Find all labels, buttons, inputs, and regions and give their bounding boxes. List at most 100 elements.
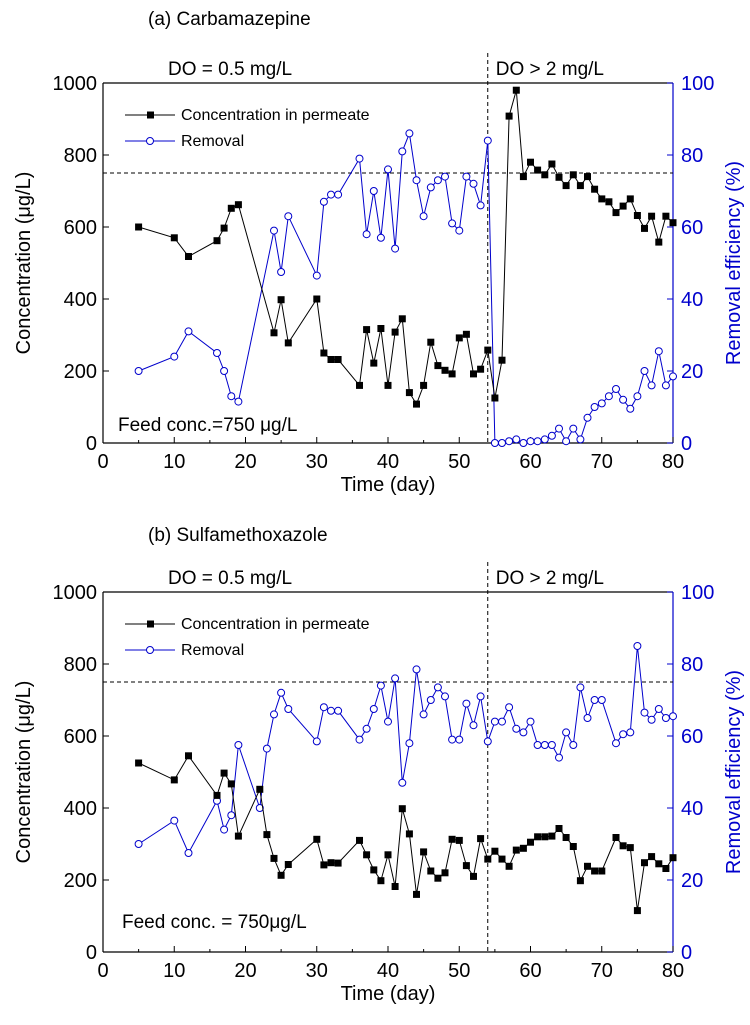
data-point-removal xyxy=(319,197,328,206)
x-tick-label: 30 xyxy=(306,960,328,982)
data-point-concentration xyxy=(470,370,477,378)
y2-tick-label: 0 xyxy=(681,433,692,455)
y2-tick-label: 60 xyxy=(681,726,703,748)
data-point-concentration xyxy=(462,330,470,338)
data-point-concentration xyxy=(185,253,192,260)
y-tick-label: 200 xyxy=(64,870,97,892)
data-point-removal xyxy=(483,136,492,145)
x-tick-label: 60 xyxy=(519,451,541,473)
data-point-concentration xyxy=(391,883,399,890)
data-point-concentration xyxy=(270,854,278,862)
data-point-removal xyxy=(213,349,221,357)
data-point-removal xyxy=(669,372,677,381)
data-point-removal xyxy=(334,190,343,199)
data-point-concentration xyxy=(427,338,435,346)
data-point-removal xyxy=(220,825,229,834)
data-point-concentration xyxy=(448,370,456,378)
data-point-removal xyxy=(633,392,642,401)
data-point-concentration xyxy=(669,219,677,227)
data-point-concentration xyxy=(413,890,420,898)
data-point-removal xyxy=(412,176,421,185)
data-point-concentration xyxy=(591,185,599,193)
data-point-concentration xyxy=(541,833,549,841)
data-point-concentration xyxy=(541,171,549,179)
data-point-concentration xyxy=(584,173,591,181)
data-point-concentration xyxy=(284,861,292,868)
data-point-removal xyxy=(284,212,293,221)
x-tick-label: 0 xyxy=(97,451,108,473)
data-point-removal xyxy=(533,741,542,749)
x-tick-label: 10 xyxy=(163,451,185,473)
data-point-removal xyxy=(490,439,499,447)
data-point-removal xyxy=(626,728,635,737)
data-point-concentration xyxy=(498,855,506,863)
data-point-removal xyxy=(362,230,371,239)
data-point-removal xyxy=(576,435,585,444)
data-point-removal xyxy=(519,728,528,737)
data-point-removal xyxy=(633,642,642,650)
data-point-removal xyxy=(384,165,392,174)
data-point-concentration xyxy=(470,872,477,880)
data-point-concentration xyxy=(334,356,342,363)
data-point-removal xyxy=(661,714,670,722)
data-point-concentration xyxy=(420,848,428,856)
data-point-concentration xyxy=(391,328,399,336)
data-point-concentration xyxy=(569,843,577,850)
data-point-removal xyxy=(362,724,371,733)
data-point-concentration xyxy=(655,238,663,246)
plot-area xyxy=(134,86,677,447)
data-point-removal xyxy=(519,439,528,447)
data-point-removal xyxy=(661,381,670,390)
data-point-removal xyxy=(569,741,578,749)
data-point-removal xyxy=(376,233,385,242)
data-point-removal xyxy=(398,147,407,156)
data-point-concentration xyxy=(619,842,627,850)
data-point-concentration xyxy=(398,315,406,323)
data-point-removal xyxy=(234,741,243,749)
data-point-removal xyxy=(654,347,663,356)
y-tick-label: 400 xyxy=(64,289,97,311)
data-point-removal xyxy=(540,435,549,444)
data-point-removal xyxy=(654,705,663,713)
data-point-concentration xyxy=(277,871,285,879)
data-point-removal xyxy=(234,397,243,406)
data-point-concentration xyxy=(519,844,527,852)
data-point-removal xyxy=(441,692,449,701)
data-point-concentration xyxy=(584,862,591,870)
data-point-removal xyxy=(227,811,236,820)
data-point-removal xyxy=(376,681,385,690)
data-point-removal xyxy=(270,226,278,235)
data-point-concentration xyxy=(619,202,627,210)
data-point-removal xyxy=(170,352,179,361)
data-point-removal xyxy=(640,708,649,717)
data-point-removal xyxy=(184,327,193,336)
data-point-concentration xyxy=(633,212,641,219)
data-point-removal xyxy=(555,424,563,433)
data-point-concentration xyxy=(234,201,242,209)
data-point-removal xyxy=(647,381,656,390)
data-point-concentration xyxy=(626,195,634,203)
data-point-concentration xyxy=(477,365,485,373)
feed-note: Feed conc.=750 μg/L xyxy=(118,415,297,436)
data-point-removal xyxy=(327,190,335,199)
data-point-removal xyxy=(184,849,193,857)
data-point-concentration xyxy=(491,394,499,402)
data-point-removal xyxy=(597,696,606,704)
data-point-removal xyxy=(327,706,335,715)
data-point-removal xyxy=(540,741,549,749)
series-line-concentration xyxy=(138,754,674,911)
data-point-removal xyxy=(270,710,278,719)
legend-marker xyxy=(146,137,154,145)
data-point-removal xyxy=(562,437,571,446)
data-point-concentration xyxy=(655,860,663,868)
data-point-removal xyxy=(547,431,556,440)
data-point-concentration xyxy=(220,769,228,777)
data-point-concentration xyxy=(455,836,463,844)
data-point-concentration xyxy=(626,844,634,852)
data-point-removal xyxy=(640,367,649,375)
data-point-concentration xyxy=(427,867,435,875)
data-point-concentration xyxy=(327,356,335,363)
y2-axis-label: Removal efficiency (%) xyxy=(723,670,745,874)
